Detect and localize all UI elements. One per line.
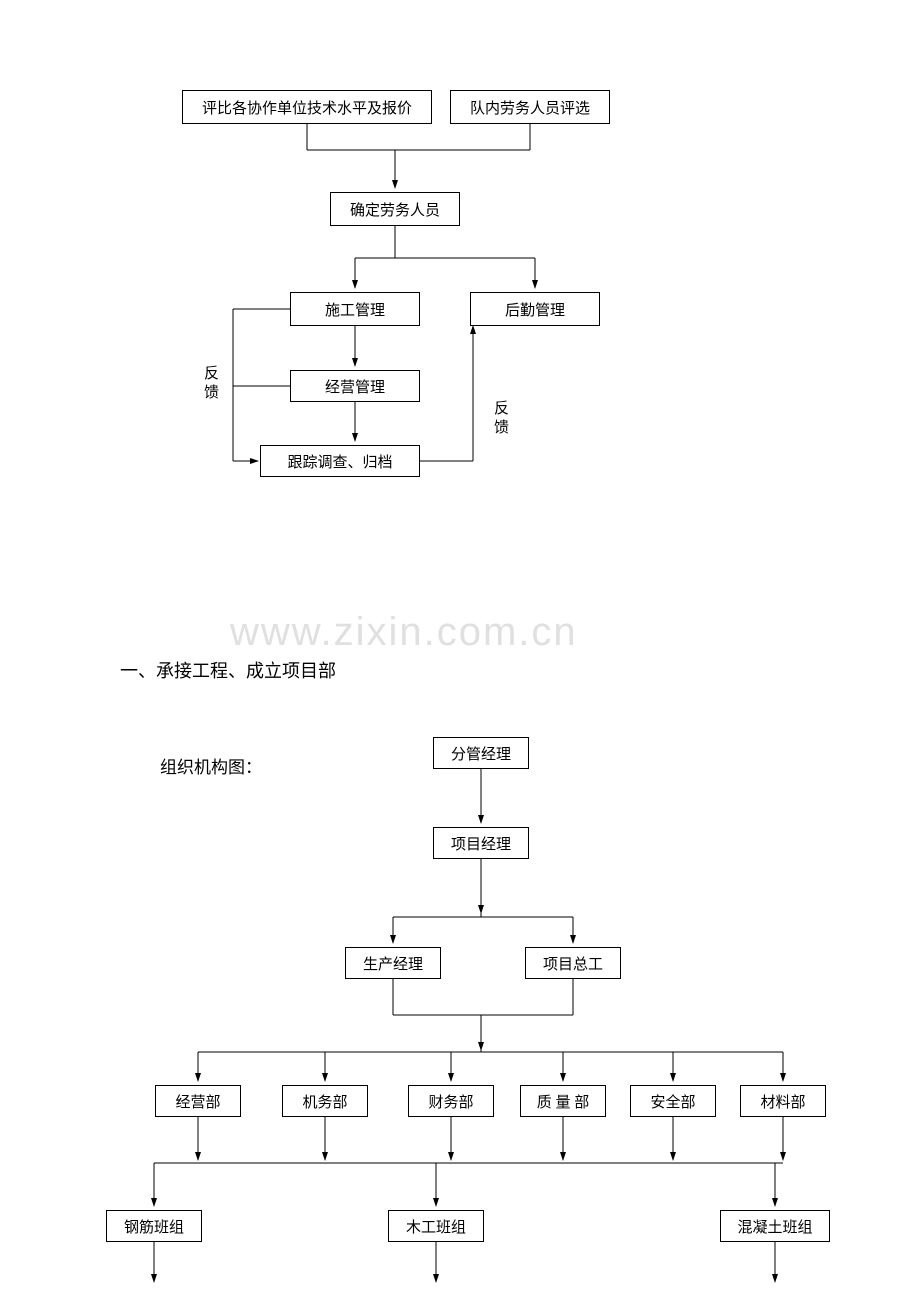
node-tracking-archive: 跟踪调查、归档 [260, 445, 420, 477]
org-chart-label: 组织机构图： [160, 753, 262, 778]
node-confirm-labor: 确定劳务人员 [330, 192, 460, 226]
node-dept-business: 经营部 [155, 1085, 241, 1117]
node-team-rebar: 钢筋班组 [106, 1210, 202, 1242]
node-production-manager: 生产经理 [345, 947, 441, 979]
node-team-selection: 队内劳务人员评选 [450, 90, 610, 124]
node-chief-engineer: 项目总工 [525, 947, 621, 979]
node-eval-units: 评比各协作单位技术水平及报价 [182, 90, 432, 124]
node-dept-quality: 质 量 部 [520, 1085, 606, 1117]
node-project-manager: 项目经理 [433, 827, 529, 859]
node-dept-finance: 财务部 [408, 1085, 494, 1117]
node-logistics-mgmt: 后勤管理 [470, 292, 600, 326]
section-heading: 一、承接工程、成立项目部 [120, 657, 336, 683]
node-construction-mgmt: 施工管理 [290, 292, 420, 326]
label-feedback-right: 反馈 [490, 400, 511, 438]
node-dept-machinery: 机务部 [282, 1085, 368, 1117]
node-deputy-manager: 分管经理 [433, 737, 529, 769]
watermark: www.zixin.com.cn [230, 610, 578, 655]
node-team-concrete: 混凝土班组 [720, 1210, 830, 1242]
node-dept-materials: 材料部 [740, 1085, 826, 1117]
label-feedback-left: 反馈 [200, 365, 221, 403]
node-business-mgmt: 经营管理 [290, 370, 420, 402]
node-dept-safety: 安全部 [630, 1085, 716, 1117]
node-team-carpentry: 木工班组 [388, 1210, 484, 1242]
